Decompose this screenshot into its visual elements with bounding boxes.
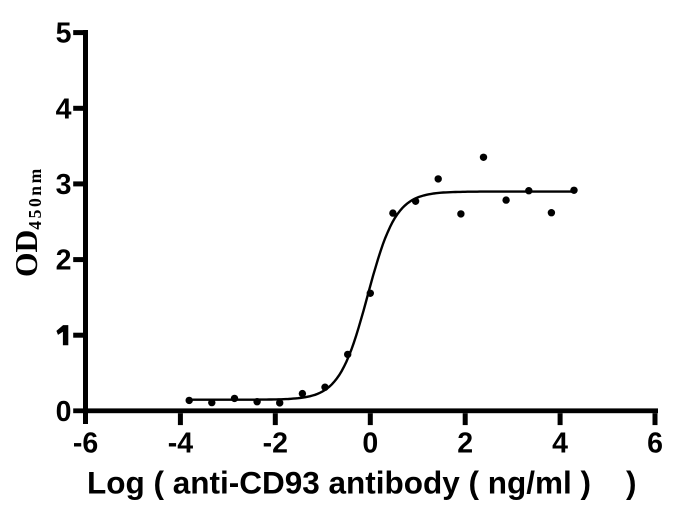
svg-text:0: 0: [56, 396, 72, 428]
svg-text:Log ( anti-CD93 antibody ( ng/: Log ( anti-CD93 antibody ( ng/ml ) ): [87, 465, 636, 501]
svg-text:3: 3: [56, 169, 72, 201]
svg-text:-6: -6: [73, 428, 98, 460]
svg-text:-4: -4: [168, 428, 193, 460]
svg-text:4: 4: [56, 93, 72, 125]
svg-text:5: 5: [56, 18, 72, 50]
svg-text:2: 2: [56, 245, 72, 277]
svg-text:6: 6: [647, 428, 663, 460]
svg-text:2: 2: [457, 428, 473, 460]
svg-text:0: 0: [362, 428, 378, 460]
svg-text:4: 4: [552, 428, 568, 460]
svg-text:-2: -2: [263, 428, 288, 460]
